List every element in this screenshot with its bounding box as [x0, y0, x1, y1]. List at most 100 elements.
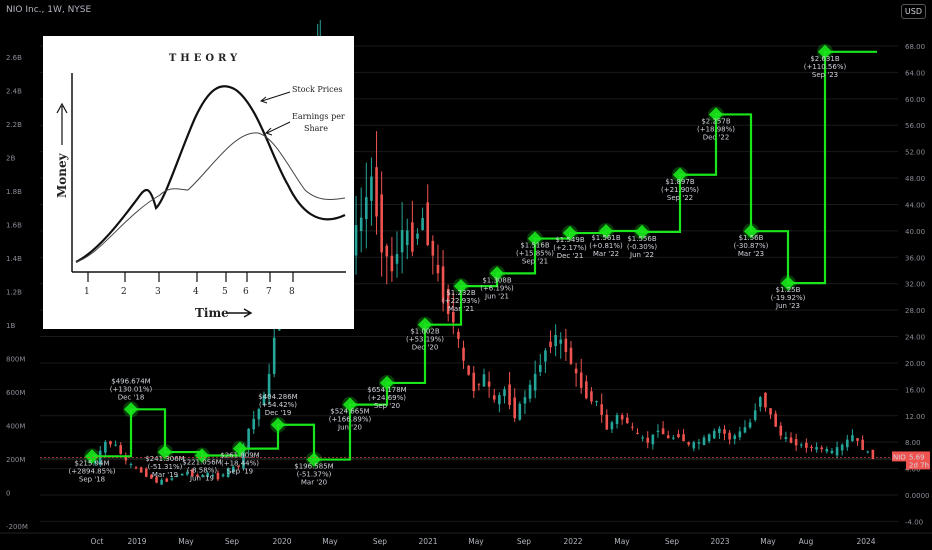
- revenue-marker-glow: [527, 230, 543, 247]
- revenue-label: Sep '20: [374, 402, 400, 410]
- candle-body: [513, 397, 517, 419]
- candle-body: [508, 384, 511, 406]
- candle-body: [498, 395, 501, 405]
- revenue-label: Sep '21: [522, 258, 548, 266]
- currency-button[interactable]: USD: [900, 4, 926, 19]
- right-axis-tick: 16.00: [905, 386, 925, 394]
- candle-body: [672, 437, 675, 439]
- candle-body: [109, 441, 112, 445]
- revenue-label: Jun '19: [189, 474, 214, 482]
- candle-body: [687, 442, 690, 445]
- left-axis-tick: 2.6B: [6, 54, 22, 62]
- left-axis-tick: 1B: [6, 322, 15, 330]
- right-axis-tick: 44.00: [905, 201, 925, 209]
- candle-body: [625, 417, 629, 424]
- candle-body: [830, 450, 834, 454]
- revenue-label: $2.257B: [701, 117, 730, 125]
- time-axis-label: May: [468, 537, 484, 546]
- revenue-label: Dec '18: [118, 393, 145, 401]
- candle-body: [375, 167, 378, 217]
- candle-body: [712, 430, 716, 439]
- candle-body: [579, 372, 583, 388]
- revenue-marker: [123, 402, 139, 417]
- left-axis-tick: -200M: [6, 523, 28, 531]
- candle-body: [380, 194, 383, 253]
- revenue-marker: [453, 279, 469, 294]
- revenue-label: (-51.31%): [148, 463, 183, 471]
- candle-body: [600, 404, 603, 415]
- time-axis-label: Sep: [225, 537, 239, 546]
- stock-price-curve: [75, 85, 346, 263]
- candle-body: [554, 335, 557, 347]
- revenue-label: $1.516B: [520, 242, 549, 250]
- revenue-label: $1.556B: [627, 235, 656, 243]
- revenue-marker: [84, 449, 100, 464]
- candle-body: [390, 255, 394, 272]
- right-axis-tick: 0.0000: [905, 492, 930, 500]
- right-axis-tick: 8.00: [905, 439, 921, 447]
- revenue-marker: [743, 224, 759, 239]
- candle-body: [748, 422, 752, 428]
- candle-body: [93, 461, 97, 464]
- candle-body: [150, 474, 153, 479]
- left-axis-tick: 0: [6, 490, 10, 498]
- inset-tick-label: 6: [243, 287, 249, 297]
- revenue-label: Sep '18: [79, 475, 105, 483]
- candle-body: [196, 474, 199, 477]
- countdown: 2d 7h: [909, 461, 929, 469]
- candle-body: [226, 468, 230, 478]
- revenue-label: $241.306M: [145, 455, 184, 463]
- revenue-marker-glow: [634, 223, 650, 240]
- revenue-label: $496.674M: [111, 377, 150, 385]
- revenue-marker: [708, 107, 724, 122]
- candle-body: [134, 467, 138, 469]
- revenue-label: $1.002B: [410, 328, 439, 336]
- candle-body: [769, 408, 772, 415]
- revenue-marker-glow: [232, 440, 248, 457]
- candle-body: [533, 373, 537, 391]
- candle-body: [702, 437, 706, 445]
- revenue-label: $524.665M: [330, 408, 369, 416]
- right-axis-tick: 48.00: [905, 175, 925, 183]
- candle-body: [692, 442, 696, 449]
- candle-body: [503, 389, 506, 397]
- candle-body: [656, 430, 660, 433]
- revenue-label: (+21.90%): [661, 186, 699, 194]
- candle-body: [518, 403, 522, 420]
- time-axis-label: Aug: [799, 537, 814, 546]
- left-axis-tick: 1.4B: [6, 255, 22, 263]
- left-axis-tick: 400M: [6, 423, 25, 431]
- revenue-marker: [527, 231, 543, 246]
- revenue-label: Dec '19: [265, 409, 292, 417]
- right-axis: -4.00 0.0000 4.00 8.00 12.00 16.00 20.00 24.00 2…: [905, 43, 930, 526]
- revenue-label: Mar '22: [593, 250, 619, 258]
- revenue-marker: [379, 375, 395, 390]
- symbol-text: NIO: [893, 453, 906, 461]
- candle-body: [851, 435, 854, 442]
- revenue-marker: [194, 448, 210, 463]
- candle-body: [605, 414, 609, 430]
- left-axis-tick: 800M: [6, 356, 25, 364]
- candle-body: [165, 478, 169, 482]
- revenue-marker-glow: [780, 275, 796, 292]
- candle-body: [728, 432, 731, 440]
- left-axis-tick: 2.2B: [6, 121, 22, 129]
- right-axis-tick: 36.00: [905, 254, 925, 262]
- revenue-label: $1.308B: [482, 276, 511, 284]
- price-value: 5.69: [909, 453, 925, 461]
- candle-body: [871, 449, 875, 460]
- candle-body: [677, 434, 680, 438]
- candle-body: [636, 432, 639, 434]
- candle-body: [262, 394, 266, 406]
- time-axis-label: Sep: [373, 537, 387, 546]
- candle-body: [718, 428, 721, 433]
- candle-body: [385, 245, 389, 257]
- revenue-marker-glow: [84, 448, 100, 465]
- candle-body: [180, 473, 184, 476]
- candle-body: [231, 466, 235, 472]
- candle-body: [861, 439, 864, 450]
- candle-body: [191, 469, 194, 477]
- candle-body: [784, 437, 788, 440]
- candle-body: [789, 437, 793, 443]
